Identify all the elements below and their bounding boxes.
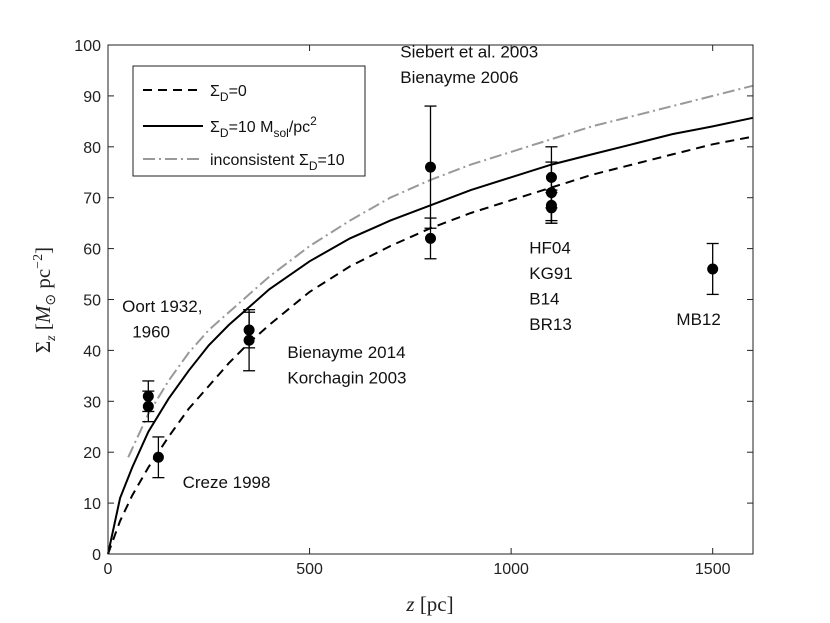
data-point bbox=[545, 171, 557, 183]
annotation-1960: 1960 bbox=[132, 323, 170, 342]
axis-ticks: 0 500 1000 1500 0 10 20 30 40 50 60 70 80 90 100 bbox=[74, 38, 753, 578]
x-tick-label: 500 bbox=[296, 561, 323, 578]
y-tick-label: 40 bbox=[83, 343, 101, 360]
annotation-bienayme-2014: Bienayme 2014 bbox=[287, 343, 405, 362]
annotation-siebert-et-al-2003: Siebert et al. 2003 bbox=[400, 43, 538, 62]
data-point bbox=[545, 187, 557, 199]
data-point bbox=[243, 334, 255, 346]
data-point bbox=[243, 324, 255, 336]
y-tick-label: 90 bbox=[83, 89, 101, 106]
series-line-dashdot bbox=[127, 84, 754, 458]
y-axis-label: Σz [M⊙ pc−2] bbox=[31, 247, 59, 353]
annotations: Siebert et al. 2003 Bienayme 2006 Oort 193… bbox=[122, 43, 721, 492]
y-tick-label: 0 bbox=[92, 547, 101, 564]
legend: ΣD=0 ΣD=10 Msol/pc2 inconsistent ΣD=10 bbox=[132, 65, 366, 177]
x-axis-label: z [pc] bbox=[405, 592, 453, 616]
data-point bbox=[425, 232, 436, 244]
data-point bbox=[545, 202, 557, 214]
data-point bbox=[142, 400, 154, 412]
annotation-b14: B14 bbox=[529, 290, 559, 309]
data-point bbox=[142, 390, 154, 402]
annotation-kg91: KG91 bbox=[529, 264, 572, 283]
x-tick-label: 0 bbox=[104, 561, 113, 578]
y-tick-label: 60 bbox=[83, 242, 101, 259]
y-tick-label: 20 bbox=[83, 445, 101, 462]
annotation-br13: BR13 bbox=[529, 315, 572, 334]
data-point bbox=[152, 451, 164, 463]
annotation-bienayme-2006: Bienayme 2006 bbox=[400, 68, 518, 87]
series-curves bbox=[107, 84, 754, 555]
legend-box bbox=[132, 65, 366, 177]
series-line-dashed bbox=[107, 135, 754, 555]
legend-label-inconsistent: inconsistent ΣD=10 bbox=[210, 152, 345, 173]
annotation-hf04: HF04 bbox=[529, 239, 571, 258]
annotation-oort-1932: Oort 1932, bbox=[122, 297, 202, 316]
annotation-creze-1998: Creze 1998 bbox=[183, 473, 271, 492]
y-tick-label: 80 bbox=[83, 140, 101, 157]
y-tick-label: 10 bbox=[83, 496, 101, 513]
data-point bbox=[425, 161, 436, 173]
data-point bbox=[707, 263, 719, 275]
y-tick-label: 70 bbox=[83, 191, 101, 208]
annotation-mb12: MB12 bbox=[676, 310, 720, 329]
annotation-korchagin-2003: Korchagin 2003 bbox=[287, 368, 406, 387]
x-tick-label: 1500 bbox=[695, 561, 731, 578]
y-tick-label: 100 bbox=[74, 38, 101, 55]
series-line-solid bbox=[107, 116, 754, 555]
error-bars bbox=[142, 105, 719, 479]
legend-label-sigmad-10: ΣD=10 Msol/pc2 bbox=[210, 114, 317, 140]
legend-label-sigmad-0: ΣD=0 bbox=[210, 83, 247, 104]
x-tick-label: 1000 bbox=[493, 561, 529, 578]
y-tick-label: 30 bbox=[83, 394, 101, 411]
y-tick-label: 50 bbox=[83, 293, 101, 310]
